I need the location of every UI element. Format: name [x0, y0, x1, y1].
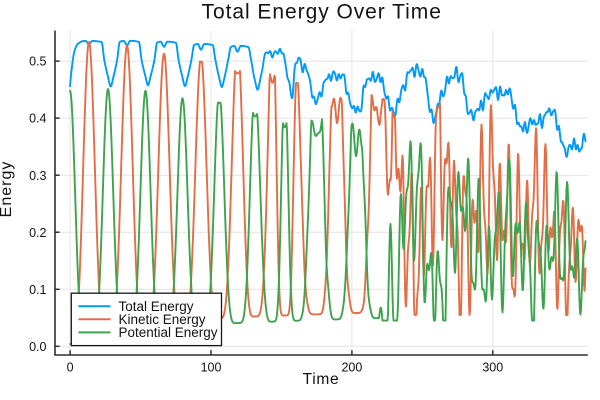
svg-text:0.3: 0.3: [29, 169, 46, 183]
svg-text:Total Energy: Total Energy: [119, 299, 194, 314]
svg-text:Total Energy Over Time: Total Energy Over Time: [202, 1, 442, 24]
svg-text:0.1: 0.1: [29, 283, 46, 297]
svg-text:Kinetic Energy: Kinetic Energy: [119, 312, 206, 327]
svg-text:Time: Time: [303, 371, 340, 388]
svg-text:100: 100: [201, 361, 222, 375]
svg-text:200: 200: [341, 361, 362, 375]
svg-text:0.0: 0.0: [29, 340, 46, 354]
svg-text:Energy: Energy: [0, 161, 15, 218]
svg-text:300: 300: [482, 361, 503, 375]
svg-text:Potential Energy: Potential Energy: [119, 325, 218, 340]
svg-text:0: 0: [67, 361, 74, 375]
svg-text:0.2: 0.2: [29, 226, 46, 240]
svg-text:0.5: 0.5: [29, 55, 46, 69]
svg-text:0.4: 0.4: [29, 112, 46, 126]
